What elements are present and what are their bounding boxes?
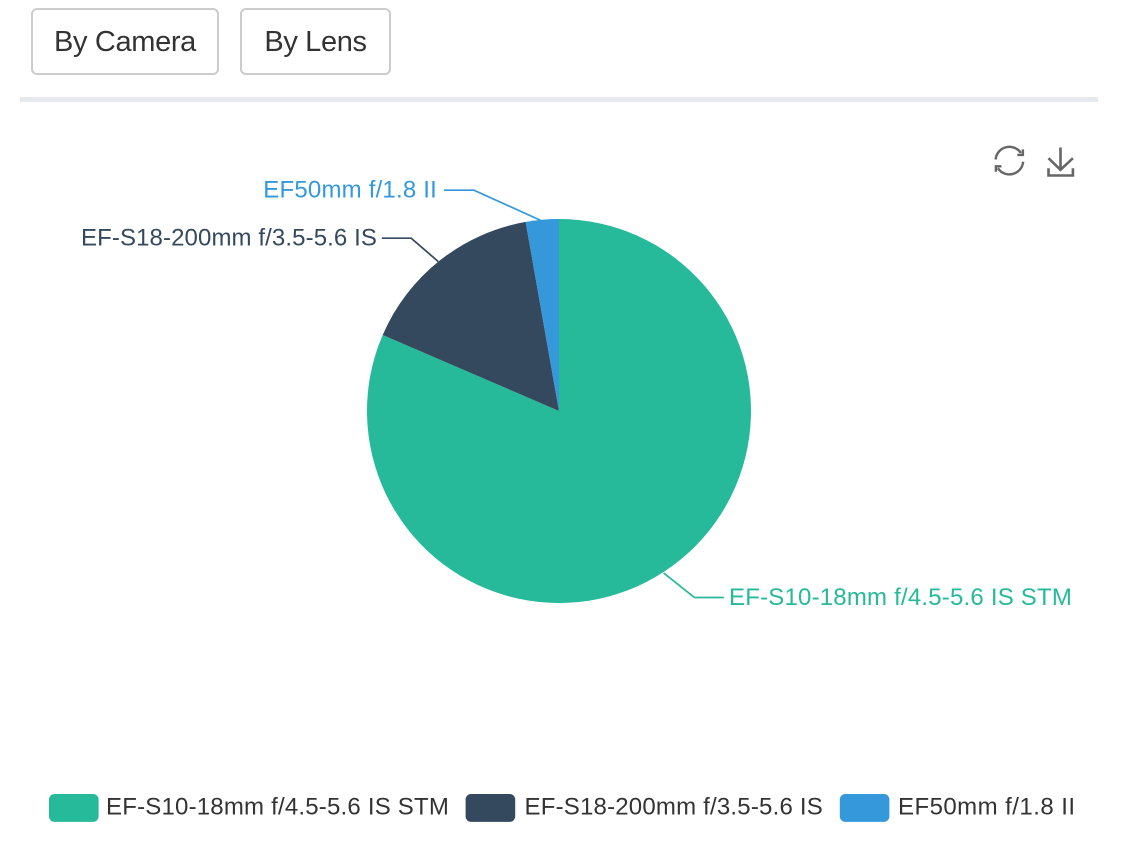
svg-text:EF50mm f/1.8 II: EF50mm f/1.8 II [898, 794, 1075, 821]
svg-text:EF-S18-200mm f/3.5-5.6 IS: EF-S18-200mm f/3.5-5.6 IS [81, 225, 377, 252]
svg-text:EF-S10-18mm f/4.5-5.6 IS STM: EF-S10-18mm f/4.5-5.6 IS STM [106, 794, 449, 821]
svg-text:EF-S10-18mm f/4.5-5.6 IS STM: EF-S10-18mm f/4.5-5.6 IS STM [729, 584, 1072, 611]
svg-text:EF50mm f/1.8 II: EF50mm f/1.8 II [263, 177, 437, 204]
svg-text:EF-S18-200mm f/3.5-5.6 IS: EF-S18-200mm f/3.5-5.6 IS [525, 794, 823, 821]
